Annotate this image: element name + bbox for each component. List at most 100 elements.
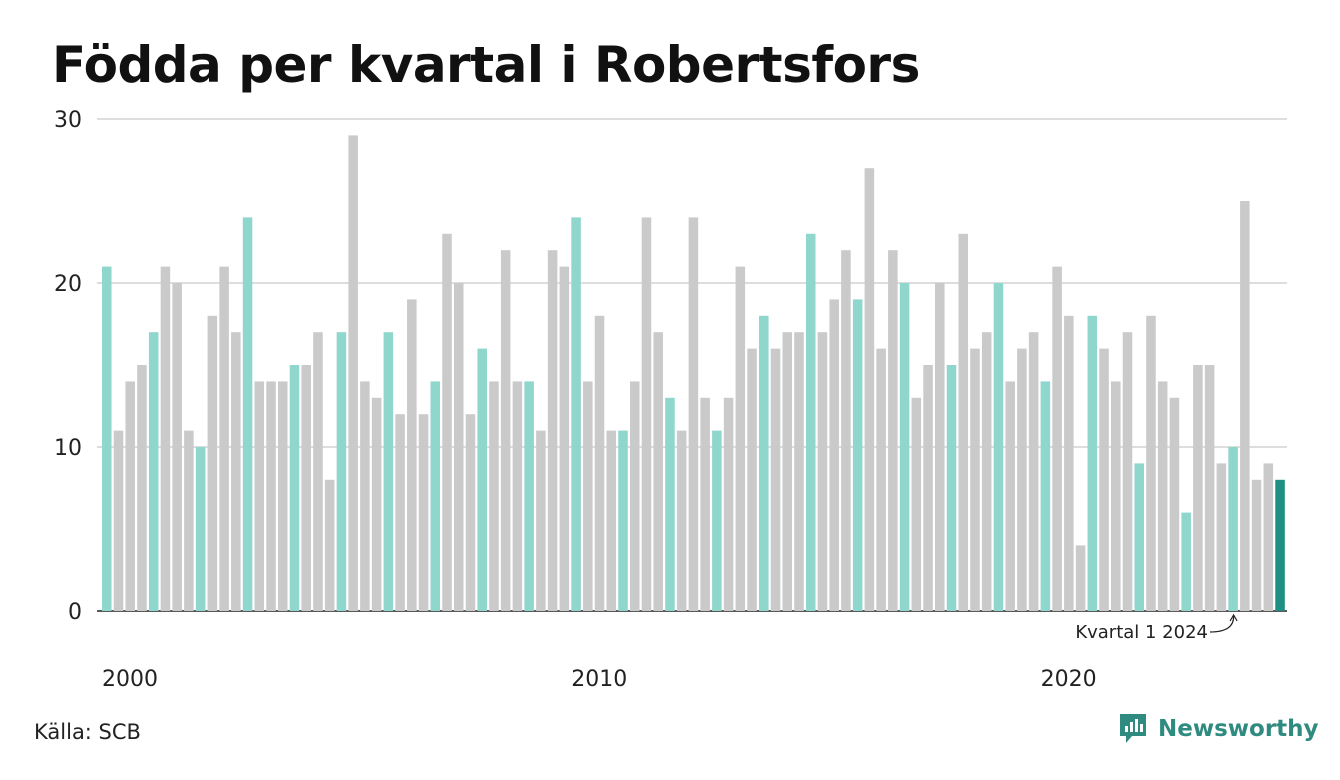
bar	[958, 233, 969, 612]
bar	[113, 430, 124, 611]
bar	[207, 315, 218, 611]
bar	[254, 381, 265, 611]
bar	[1122, 332, 1133, 611]
bar	[676, 430, 687, 611]
bar	[629, 381, 640, 611]
bars	[102, 135, 1285, 612]
bar	[547, 250, 558, 611]
bar	[571, 217, 581, 611]
bar	[324, 479, 335, 611]
bar	[1052, 266, 1062, 611]
bar	[970, 348, 980, 611]
bar	[231, 332, 241, 611]
bar	[172, 283, 182, 611]
bar	[371, 397, 382, 611]
bar	[407, 299, 417, 611]
bar	[700, 397, 710, 611]
bar	[266, 381, 276, 611]
bar	[1099, 348, 1109, 611]
bar	[348, 135, 358, 611]
bar	[1087, 315, 1098, 611]
bar	[747, 348, 757, 611]
bar	[1204, 365, 1215, 611]
bar	[618, 430, 628, 611]
bar	[888, 250, 898, 611]
bar	[864, 168, 875, 611]
brand-logo: Newsworthy	[1118, 712, 1319, 746]
bar	[1240, 201, 1250, 611]
bar	[289, 365, 300, 611]
bar	[195, 447, 206, 611]
bar	[524, 381, 534, 611]
bar	[1228, 447, 1238, 611]
bar	[1275, 479, 1285, 611]
bar	[395, 414, 405, 611]
y-tick-label: 0	[68, 600, 82, 625]
annotation-arrow	[1209, 615, 1235, 633]
bar	[770, 348, 781, 611]
bar	[1181, 512, 1191, 611]
bar	[1193, 365, 1203, 611]
bar	[1005, 381, 1015, 611]
bar	[1216, 463, 1227, 611]
bar	[1064, 315, 1074, 611]
bar	[430, 381, 441, 611]
bar	[1157, 381, 1168, 611]
bar	[125, 381, 135, 611]
bar	[1028, 332, 1039, 611]
bar	[712, 430, 722, 611]
bar	[923, 365, 933, 611]
bar	[1111, 381, 1121, 611]
x-tick-label: 2010	[571, 667, 627, 692]
bar	[512, 381, 523, 611]
bar	[301, 365, 311, 611]
bar	[477, 348, 487, 611]
bar	[594, 315, 605, 611]
bar	[993, 283, 1004, 611]
bar	[418, 414, 429, 611]
bar	[336, 332, 347, 611]
annotation-arrowhead	[1229, 613, 1238, 622]
bar	[759, 315, 769, 611]
bar	[160, 266, 171, 611]
bar	[383, 332, 394, 611]
bar	[1075, 545, 1086, 611]
y-tick-label: 20	[54, 272, 82, 297]
y-axis-labels: 0 10 20 30	[54, 108, 82, 625]
bar	[735, 266, 746, 611]
y-tick-label: 30	[54, 108, 82, 133]
bar-chart: 0 10 20 30 2000 2010 2020 Kvartal 1 2024	[54, 108, 1287, 692]
bar	[841, 250, 851, 611]
bar	[137, 365, 147, 611]
bar	[102, 266, 112, 611]
bar	[817, 332, 828, 611]
bar	[559, 266, 570, 611]
bar	[653, 332, 663, 611]
bar	[313, 332, 323, 611]
bar	[1263, 463, 1274, 611]
bar	[489, 381, 499, 611]
x-axis-labels: 2000 2010 2020	[102, 667, 1097, 692]
bar	[500, 250, 511, 611]
bar	[805, 233, 816, 612]
bar	[876, 348, 886, 611]
bar	[536, 430, 546, 611]
bar	[242, 217, 253, 611]
bar	[688, 217, 699, 611]
bar	[829, 299, 839, 611]
bar	[148, 332, 159, 611]
bar	[946, 365, 957, 611]
bar	[935, 283, 945, 611]
bar	[1251, 479, 1262, 611]
bar	[1146, 315, 1156, 611]
bar	[911, 397, 922, 611]
bar	[641, 217, 652, 611]
x-tick-label: 2000	[102, 667, 158, 692]
bar	[219, 266, 229, 611]
bar	[852, 299, 863, 611]
bar	[360, 381, 370, 611]
bar	[606, 430, 617, 611]
chart-title: Födda per kvartal i Robertsfors	[52, 36, 920, 94]
bar	[782, 332, 793, 611]
bar	[981, 332, 992, 611]
